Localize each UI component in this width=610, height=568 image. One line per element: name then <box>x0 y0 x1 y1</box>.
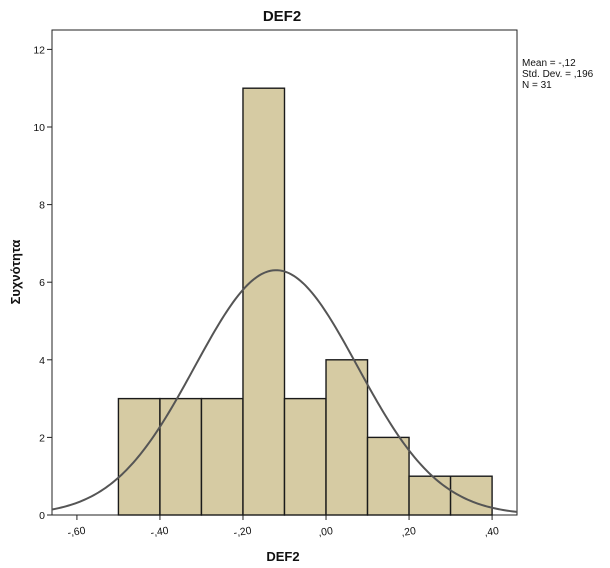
y-tick-label: 6 <box>39 277 45 289</box>
stats-line: Mean = -,12 <box>522 58 576 69</box>
y-tick-label: 12 <box>33 44 45 56</box>
chart-title: DEF2 <box>263 8 301 25</box>
normal-curve <box>51 269 518 513</box>
x-axis-title: DEF2 <box>266 549 299 564</box>
y-tick-label: 10 <box>33 122 45 134</box>
stats-line: Std. Dev. = ,196 <box>522 69 594 80</box>
histogram-bar <box>449 475 493 516</box>
x-tick-label: ,20 <box>401 525 417 539</box>
x-tick-label: ,00 <box>318 525 334 539</box>
stats-line: N = 31 <box>522 80 552 91</box>
histogram-bar <box>159 397 203 516</box>
x-tick-label: -,40 <box>150 525 170 539</box>
x-tick-label: -,20 <box>233 525 253 539</box>
histogram-bar <box>200 397 244 516</box>
x-axis-ticks: -,60 -,40 -,20 ,00 ,20 ,40 <box>67 515 500 539</box>
y-axis-title: Συχνότητα <box>8 240 23 305</box>
histogram-bar <box>283 397 327 516</box>
x-tick-label: ,40 <box>484 525 500 539</box>
histogram-bar <box>242 87 286 516</box>
y-tick-label: 4 <box>39 355 45 367</box>
histogram-bar <box>408 475 452 516</box>
y-tick-label: 8 <box>39 200 45 212</box>
bars-group <box>117 87 493 516</box>
x-tick-label: -,60 <box>67 525 87 539</box>
histogram-bar <box>366 436 410 516</box>
y-tick-label: 2 <box>39 432 45 444</box>
y-tick-label: 0 <box>39 510 45 522</box>
y-axis-ticks: 0 2 4 6 8 10 12 <box>33 44 52 522</box>
histogram-bar <box>325 359 369 516</box>
